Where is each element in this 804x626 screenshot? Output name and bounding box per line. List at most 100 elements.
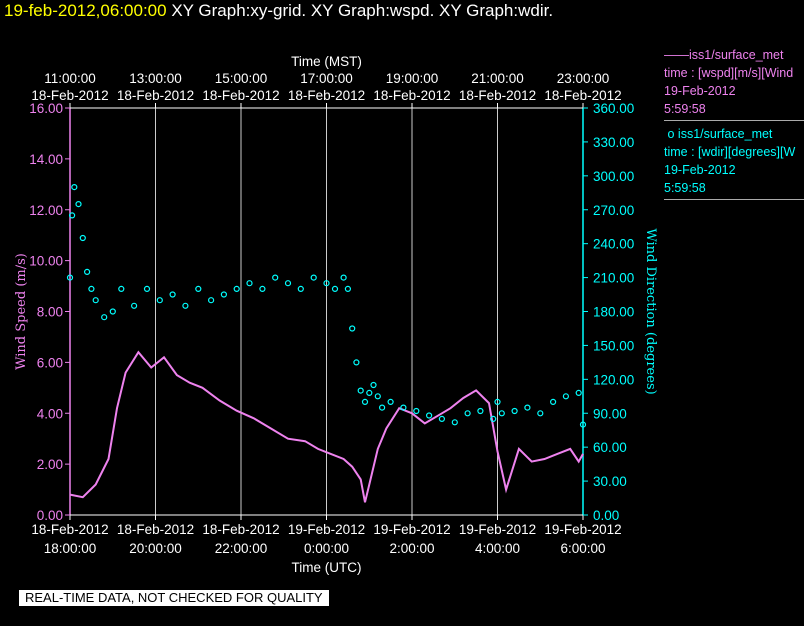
- title-graph-list: XY Graph:xy-grid. XY Graph:wspd. XY Grap…: [171, 1, 554, 20]
- bottom-tick-time: 2:00:00: [389, 541, 434, 556]
- wdir-data-point: [233, 285, 240, 292]
- wdir-data-point: [490, 415, 497, 422]
- left-axis-label: Wind Speed (m/s): [14, 253, 29, 370]
- wdir-data-point: [156, 297, 163, 304]
- wdir-data-point: [195, 285, 202, 292]
- right-tick-label: 210.00: [593, 271, 634, 286]
- top-tick-time: 23:00:00: [557, 71, 610, 86]
- wdir-data-point: [464, 410, 471, 417]
- wdir-data-point: [143, 285, 151, 292]
- right-tick-label: 60.00: [593, 440, 627, 455]
- wdir-data-point: [118, 285, 125, 292]
- left-tick-label: 16.00: [29, 101, 63, 116]
- right-tick-label: 0.00: [593, 508, 619, 523]
- legend-expression: time : [wdir][degrees][W: [664, 145, 796, 159]
- top-tick-date: 18-Feb-2012: [459, 88, 536, 103]
- wdir-data-point: [575, 389, 582, 396]
- bottom-tick-time: 18:00:00: [44, 541, 97, 556]
- wdir-data-point: [426, 412, 433, 419]
- top-tick-date: 18-Feb-2012: [373, 88, 450, 103]
- right-tick-label: 360.00: [593, 101, 634, 116]
- wdir-data-point: [353, 359, 360, 366]
- wdir-data-point: [101, 314, 108, 321]
- right-tick-label: 90.00: [593, 406, 627, 421]
- legend-date: 19-Feb-2012: [664, 163, 736, 177]
- legend-item-wdir[interactable]: o iss1/surface_met time : [wdir][degrees…: [664, 125, 804, 200]
- legend[interactable]: ——iss1/surface_met time : [wspd][m/s][Wi…: [664, 46, 804, 200]
- right-tick-label: 330.00: [593, 135, 634, 150]
- top-tick-date: 18-Feb-2012: [31, 88, 108, 103]
- wdir-data-point: [349, 325, 356, 332]
- legend-line-marker: ——: [664, 48, 689, 62]
- wdir-data-point: [79, 234, 86, 242]
- wdir-data-point: [92, 297, 99, 304]
- title-timestamp: 19-feb-2012,06:00:00: [4, 1, 167, 20]
- bottom-tick-date: 19-Feb-2012: [459, 522, 536, 537]
- wdir-data-point: [370, 381, 377, 389]
- bottom-tick-time: 20:00:00: [129, 541, 182, 556]
- left-tick-label: 6.00: [37, 355, 63, 370]
- left-tick-label: 12.00: [29, 203, 63, 218]
- wdir-data-point: [331, 285, 339, 292]
- top-tick-time: 21:00:00: [471, 71, 524, 86]
- legend-time: 5:59:58: [664, 181, 706, 195]
- top-axis-label: Time (MST): [291, 54, 362, 69]
- right-tick-label: 270.00: [593, 203, 634, 218]
- wdir-data-point: [379, 404, 386, 411]
- wdir-data-point: [357, 387, 364, 394]
- bottom-tick-date: 19-Feb-2012: [373, 522, 450, 537]
- legend-time: 5:59:58: [664, 102, 706, 116]
- right-tick-label: 240.00: [593, 237, 634, 252]
- wdir-data-point: [259, 285, 266, 292]
- left-tick-label: 10.00: [29, 254, 63, 269]
- wdir-data-point: [169, 291, 176, 298]
- graph-title: 19-feb-2012,06:00:00 XY Graph:xy-grid. X…: [4, 1, 553, 21]
- top-tick-time: 11:00:00: [44, 71, 96, 86]
- top-tick-date: 18-Feb-2012: [288, 88, 365, 103]
- wdir-data-point: [374, 393, 381, 400]
- wdir-data-point: [498, 410, 505, 417]
- left-tick-label: 4.00: [37, 406, 63, 421]
- wdir-data-point: [75, 201, 82, 208]
- wdir-data-point: [83, 268, 91, 275]
- wdir-data-point: [562, 393, 570, 400]
- legend-source: iss1/surface_met: [689, 48, 784, 62]
- wdir-data-point: [366, 389, 373, 396]
- legend-circle-marker: o: [667, 127, 675, 141]
- right-tick-label: 150.00: [593, 338, 634, 353]
- right-axis-label: Wind Direction (degrees): [643, 228, 658, 394]
- bottom-tick-time: 4:00:00: [475, 541, 520, 556]
- wdir-data-point: [297, 285, 304, 292]
- wdir-data-point: [272, 274, 279, 281]
- wdir-data-point: [524, 404, 531, 411]
- bottom-tick-date: 18-Feb-2012: [117, 522, 194, 537]
- wdir-data-point: [344, 285, 351, 292]
- wdir-data-point: [68, 212, 76, 219]
- left-tick-label: 0.00: [37, 508, 63, 523]
- right-tick-label: 30.00: [593, 474, 627, 489]
- legend-expression: time : [wspd][m/s][Wind: [664, 66, 794, 80]
- bottom-tick-time: 0:00:00: [304, 541, 349, 556]
- right-tick-label: 120.00: [593, 372, 634, 387]
- legend-source: iss1/surface_met: [677, 127, 773, 141]
- top-tick-time: 15:00:00: [215, 71, 268, 86]
- top-tick-time: 19:00:00: [386, 71, 439, 86]
- right-tick-label: 180.00: [593, 305, 634, 320]
- left-tick-label: 14.00: [29, 152, 63, 167]
- wdir-data-point: [537, 410, 544, 417]
- wdir-data-point: [131, 302, 138, 309]
- wdir-data-point: [208, 297, 215, 304]
- wdir-data-point: [494, 398, 501, 405]
- top-tick-time: 17:00:00: [300, 71, 353, 86]
- wdir-data-point: [438, 415, 445, 422]
- top-tick-date: 18-Feb-2012: [544, 88, 621, 103]
- wspd-series-line: [69, 350, 584, 503]
- legend-item-wspd[interactable]: ——iss1/surface_met time : [wspd][m/s][Wi…: [664, 46, 804, 121]
- bottom-tick-date: 19-Feb-2012: [288, 522, 365, 537]
- wdir-data-point: [323, 280, 330, 287]
- wdir-data-point: [477, 407, 484, 415]
- bottom-tick-time: 22:00:00: [215, 541, 268, 556]
- wdir-data-point: [71, 184, 78, 191]
- left-tick-label: 2.00: [37, 457, 63, 472]
